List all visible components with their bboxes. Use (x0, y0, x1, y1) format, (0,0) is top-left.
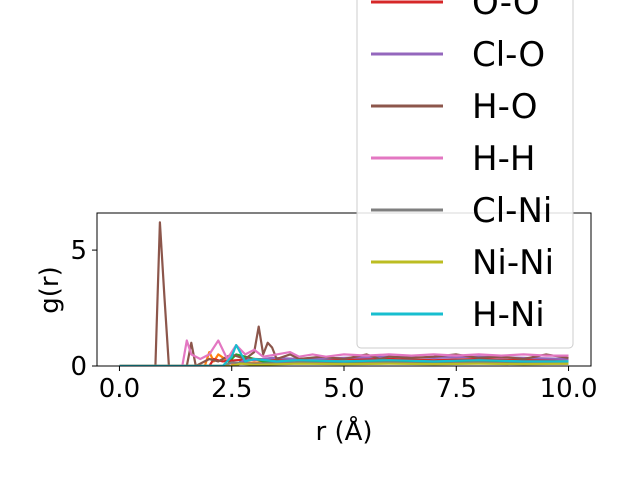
legend-item-cl-o: Cl-O (371, 35, 545, 75)
y-axis-ticks: 05 (70, 236, 97, 382)
x-axis-label: r (Å) (315, 415, 372, 447)
x-axis-ticks: 0.0 2.5 5.0 7.5 10.0 (99, 366, 598, 404)
x-tick-label: 0.0 (99, 374, 140, 404)
legend-label: H-O (472, 87, 538, 127)
legend-label: O-O (472, 0, 540, 23)
x-tick-label: 10.0 (540, 374, 598, 404)
legend-label: H-Ni (472, 295, 545, 335)
x-tick-label: 7.5 (436, 374, 477, 404)
y-tick-label: 5 (70, 236, 87, 266)
series-line-h-h (119, 339, 569, 366)
series-layer (119, 221, 569, 366)
series-line-ni-ni (119, 362, 569, 366)
y-axis-label: g(r) (35, 266, 65, 313)
legend-item-h-h: H-H (371, 139, 535, 179)
legend-item-h-o: H-O (371, 87, 538, 127)
legend-item-h-ni: H-Ni (371, 295, 545, 335)
legend-item-cl-ni: Cl-Ni (371, 191, 552, 231)
legend-label: Cl-Ni (472, 191, 552, 231)
x-tick-label: 5.0 (323, 374, 364, 404)
legend-label: H-H (472, 139, 535, 179)
y-tick-label: 0 (70, 352, 87, 382)
legend-item-o-o: O-O (371, 0, 540, 23)
x-tick-label: 2.5 (211, 374, 252, 404)
legend-items: O-O Cl-O H-O H-H Cl-Ni Ni-Ni H-Ni (371, 0, 554, 335)
legend: O-O Cl-O H-O H-H Cl-Ni Ni-Ni H-Ni (356, 0, 574, 349)
series-line-h-ni (119, 344, 569, 366)
legend-label: Cl-O (472, 35, 545, 75)
legend-item-ni-ni: Ni-Ni (371, 243, 554, 283)
legend-label: Ni-Ni (472, 243, 554, 283)
